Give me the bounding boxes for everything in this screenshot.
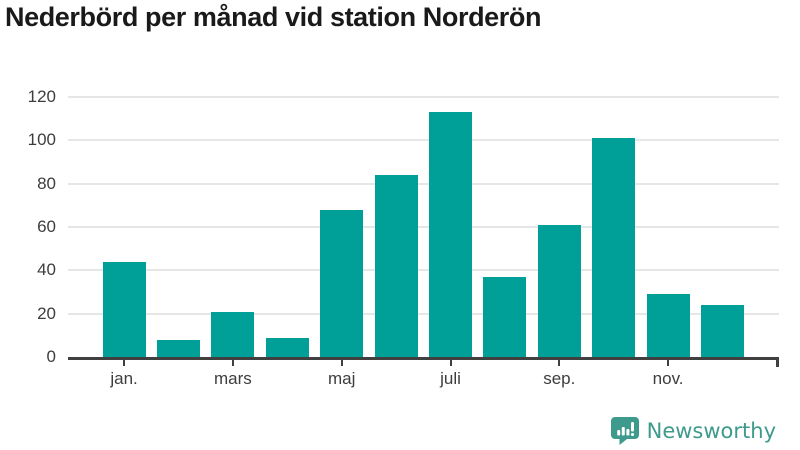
newsworthy-logo-text: Newsworthy <box>646 419 776 443</box>
x-axis-label: nov. <box>652 369 684 388</box>
x-axis-tick <box>123 360 126 366</box>
bar <box>429 112 472 357</box>
gridline <box>68 269 779 272</box>
y-axis-label: 0 <box>46 347 56 366</box>
gridline <box>68 226 779 228</box>
gridline <box>68 182 779 185</box>
bar <box>483 276 527 357</box>
bar <box>102 261 146 357</box>
y-axis-label: 60 <box>37 217 56 236</box>
y-axis-label: 120 <box>27 87 56 106</box>
y-axis-label: 80 <box>37 173 56 193</box>
x-axis-tick <box>231 360 234 366</box>
x-axis-tick <box>558 360 561 366</box>
bar <box>537 224 581 357</box>
x-axis-label: maj <box>327 369 356 388</box>
bar <box>265 337 309 357</box>
bar <box>157 339 200 357</box>
x-axis-tick <box>449 360 452 366</box>
x-axis-tick <box>340 360 343 366</box>
x-axis-line <box>68 357 779 360</box>
x-axis-end-tick <box>776 357 779 367</box>
newsworthy-logo-icon <box>610 416 640 446</box>
y-axis-label: 40 <box>37 260 56 280</box>
x-axis-tick <box>667 360 670 366</box>
x-axis-label: mars <box>214 369 252 388</box>
x-axis-label: jan. <box>110 369 138 388</box>
bar <box>592 138 636 357</box>
newsworthy-logo[interactable]: Newsworthy <box>610 416 776 446</box>
gridline <box>68 139 779 142</box>
bar <box>701 305 744 357</box>
chart-title: Nederbörd per månad vid station Norderön <box>5 2 542 32</box>
bar <box>211 311 255 357</box>
x-axis-label: sep. <box>543 369 576 388</box>
y-axis-label: 20 <box>37 303 56 323</box>
gridline <box>68 96 779 98</box>
bar <box>646 294 690 357</box>
x-axis-label: juli <box>440 369 461 388</box>
bar <box>320 209 364 357</box>
bar <box>374 175 418 357</box>
gridline <box>68 312 779 315</box>
y-axis-label: 100 <box>27 130 56 150</box>
